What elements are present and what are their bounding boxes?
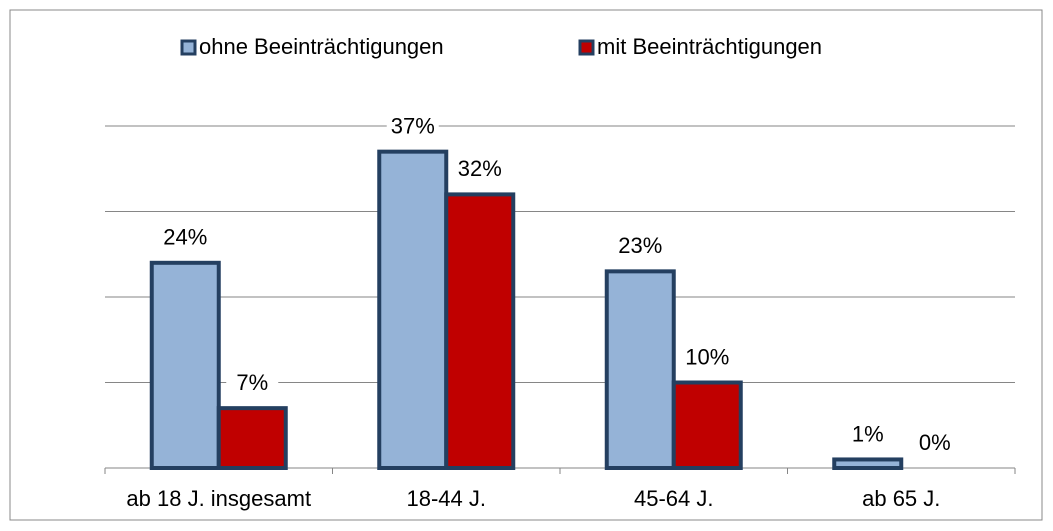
bar xyxy=(604,269,676,470)
x-tick-label: 18-44 J. xyxy=(407,486,487,511)
bar xyxy=(377,149,449,470)
data-label: 37% xyxy=(391,113,435,138)
label-bg xyxy=(908,431,961,457)
x-tick-label: 45-64 J. xyxy=(634,486,714,511)
data-label: 23% xyxy=(618,233,662,258)
bar xyxy=(671,380,743,470)
label-bg xyxy=(841,422,894,449)
data-label: 32% xyxy=(458,156,502,181)
data-label: 24% xyxy=(163,225,207,250)
data-label: 7% xyxy=(236,370,268,395)
data-label: 0% xyxy=(919,430,951,455)
bar xyxy=(216,406,288,470)
bar xyxy=(832,457,904,471)
data-label: 1% xyxy=(852,421,884,446)
label-bg xyxy=(226,371,279,398)
label-bg xyxy=(614,234,667,261)
x-tick-label: ab 18 J. insgesamt xyxy=(126,486,311,511)
bar xyxy=(149,260,221,470)
legend-label: ohne Beeinträchtigungen xyxy=(199,34,444,59)
legend-label: mit Beeinträchtigungen xyxy=(597,34,822,59)
data-label: 10% xyxy=(685,344,729,369)
legend-swatch xyxy=(180,39,197,56)
label-bg xyxy=(681,345,734,372)
x-tick-label: ab 65 J. xyxy=(862,486,940,511)
legend-swatch xyxy=(578,39,595,56)
label-bg xyxy=(453,157,506,184)
bar xyxy=(444,192,516,470)
label-bg xyxy=(386,114,439,141)
label-bg xyxy=(159,225,212,252)
